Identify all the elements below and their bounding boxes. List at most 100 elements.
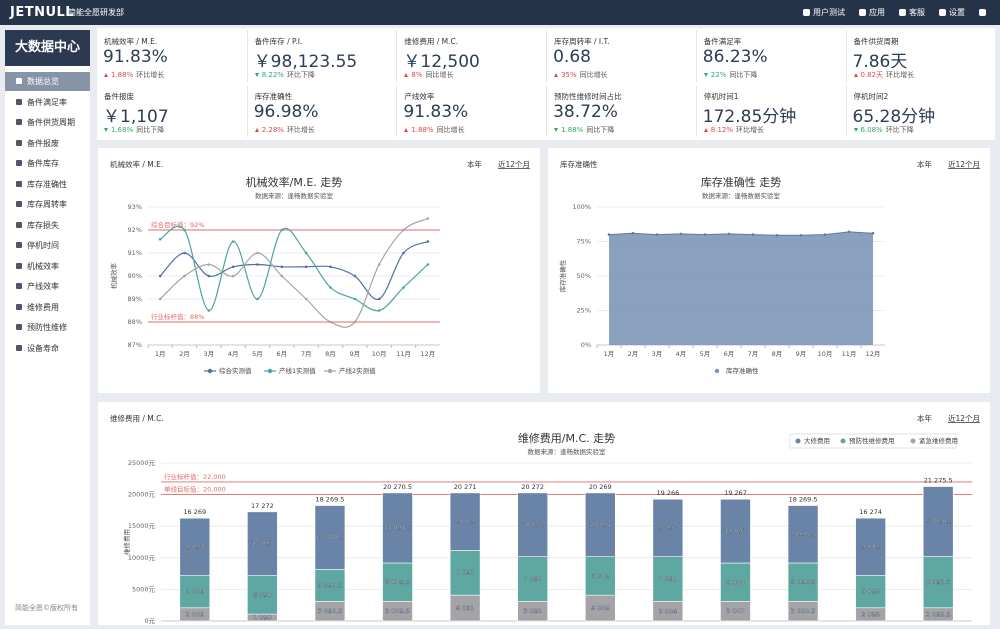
menu-item[interactable]: 客服	[899, 7, 925, 18]
data-point	[353, 297, 357, 301]
nav-label: 库存周转率	[27, 200, 67, 209]
range-option[interactable]: 本年	[917, 413, 932, 423]
nav-label: 备件满足率	[27, 97, 67, 107]
data-point	[799, 233, 803, 237]
nav-item[interactable]: 备件库存	[5, 154, 90, 173]
bar-segment	[584, 492, 616, 557]
bar-segment	[449, 492, 481, 551]
nav-label: 库存损失	[27, 220, 59, 230]
y-tick-label: 92%	[128, 226, 142, 234]
bell-icon[interactable]	[979, 7, 986, 18]
nav-item[interactable]: 库存准确性	[5, 175, 90, 194]
data-point	[871, 231, 875, 235]
segment-label: 4 091	[456, 604, 475, 612]
segment-label: 3 087	[726, 607, 745, 615]
kpi-value: 91.83%	[403, 102, 469, 122]
kpi-change: 0.82天 环比增长	[853, 70, 914, 80]
kpi-value: ￥1,107	[103, 107, 169, 127]
range-option[interactable]: 本年	[467, 159, 482, 169]
segment-label: 10 092	[724, 527, 747, 535]
bar-segment	[179, 517, 211, 576]
sidebar-title: 大数据中心	[5, 30, 90, 66]
kpi-card: 备件满足率 86.23% 22% 同比下降	[695, 30, 845, 82]
y-axis-label: 库存准确性	[558, 259, 567, 292]
total-label: 20 270.5	[383, 483, 412, 491]
kpi-card: 备件库存 / P.I. ￥98,123.55 8.22% 环比下降	[246, 30, 396, 82]
segment-label: 4 089	[591, 604, 610, 612]
change-note: 同比下降	[586, 126, 615, 134]
bar-segment	[652, 556, 684, 602]
kpi-label: 库存周转率 / I.T.	[554, 37, 610, 46]
kpi-value: 0.68	[553, 47, 591, 67]
nav-item[interactable]: 备件报废	[5, 134, 90, 153]
menu-item[interactable]: 设置	[939, 7, 965, 18]
nav-item[interactable]: 预防性维修	[5, 318, 90, 337]
x-tick-label: 5月	[700, 350, 711, 358]
nav-icon	[16, 262, 22, 269]
kpi-label: 产线效率	[404, 92, 435, 101]
change-value: 1.88%	[411, 126, 434, 134]
nav-item[interactable]: 备件满足率	[5, 93, 90, 112]
total-label: 16 274	[859, 508, 882, 516]
top-menu: 用户测试 应用 客服 设置	[803, 7, 986, 18]
x-tick-label: 6月	[724, 350, 735, 358]
range-option[interactable]: 本年	[917, 159, 932, 169]
nav-item[interactable]: 库存周转率	[5, 195, 90, 214]
range-option[interactable]: 近12个月	[948, 413, 980, 423]
data-point	[304, 265, 308, 269]
bar-segment	[314, 505, 346, 570]
legend-label: 大修费用	[804, 436, 830, 445]
trend-arrow	[853, 73, 858, 77]
x-tick-label: 3月	[204, 350, 215, 358]
chart-title: 机械效率/M.E. 走势	[246, 175, 343, 189]
x-tick-label: 11月	[396, 350, 411, 358]
legend-label: 库存准确性	[726, 366, 759, 375]
trend-arrow	[703, 128, 708, 132]
nav-item[interactable]: 机械效率	[5, 257, 90, 276]
segment-label: 9 091	[185, 543, 204, 551]
menu-item[interactable]: 应用	[859, 7, 885, 18]
bar-segment	[922, 556, 954, 609]
nav-item[interactable]: 维修费用	[5, 298, 90, 317]
menu-label: 应用	[869, 8, 885, 17]
kpi-value: 38.72%	[553, 102, 618, 122]
chart-subtitle: 数据来源：逢畅数据实验室	[702, 191, 781, 200]
chart-subtitle: 数据来源：逢畅数据实验室	[528, 447, 607, 456]
segment-label: 2 089	[185, 610, 204, 618]
nav-item[interactable]: 停机时间	[5, 236, 90, 255]
range-option[interactable]: 近12个月	[948, 159, 980, 169]
segment-label: 5 092	[861, 588, 880, 596]
data-point	[727, 232, 731, 236]
bar-segment	[247, 575, 278, 615]
legend-label: 紧急维修费用	[919, 436, 958, 445]
panel-title: 维修费用 / M.C.	[110, 413, 164, 423]
trend-arrow	[554, 128, 559, 132]
x-tick-label: 10月	[372, 350, 387, 358]
nav-item[interactable]: 产线效率	[5, 277, 90, 296]
chart-title: 维修费用/M.C. 走势	[518, 431, 615, 445]
bar-segment	[922, 486, 954, 557]
kpi-card: 备件供货周期 7.86天 0.82天 环比增长	[845, 30, 995, 82]
data-point	[158, 297, 162, 301]
total-label: 18 269.5	[789, 496, 818, 504]
nav-label: 备件报废	[27, 138, 59, 148]
x-tick-label: 6月	[277, 350, 288, 358]
trend-arrow	[404, 73, 409, 77]
nav-item[interactable]: 数据总览	[5, 72, 90, 91]
nav-item[interactable]: 备件供货周期	[5, 113, 90, 132]
nav-item[interactable]: 库存损失	[5, 216, 90, 235]
change-value: 1.88%	[111, 71, 134, 79]
data-point	[751, 233, 755, 236]
nav-item[interactable]: 设备寿命	[5, 339, 90, 358]
segment-label: 11 091.5	[383, 524, 412, 532]
x-tick-label: 11月	[842, 350, 857, 358]
y-tick-label: 15000元	[128, 522, 156, 530]
nav-icon	[16, 201, 22, 207]
kpi-value: 172.85分钟	[702, 107, 797, 127]
menu-icon	[803, 9, 810, 16]
kpi-change: 1.88% 环比增长	[104, 70, 164, 80]
kpi-label: 备件库存 / P.I.	[254, 37, 303, 46]
range-option[interactable]: 近12个月	[498, 159, 530, 169]
menu-item[interactable]: 用户测试	[803, 7, 845, 18]
series-line	[159, 217, 429, 328]
